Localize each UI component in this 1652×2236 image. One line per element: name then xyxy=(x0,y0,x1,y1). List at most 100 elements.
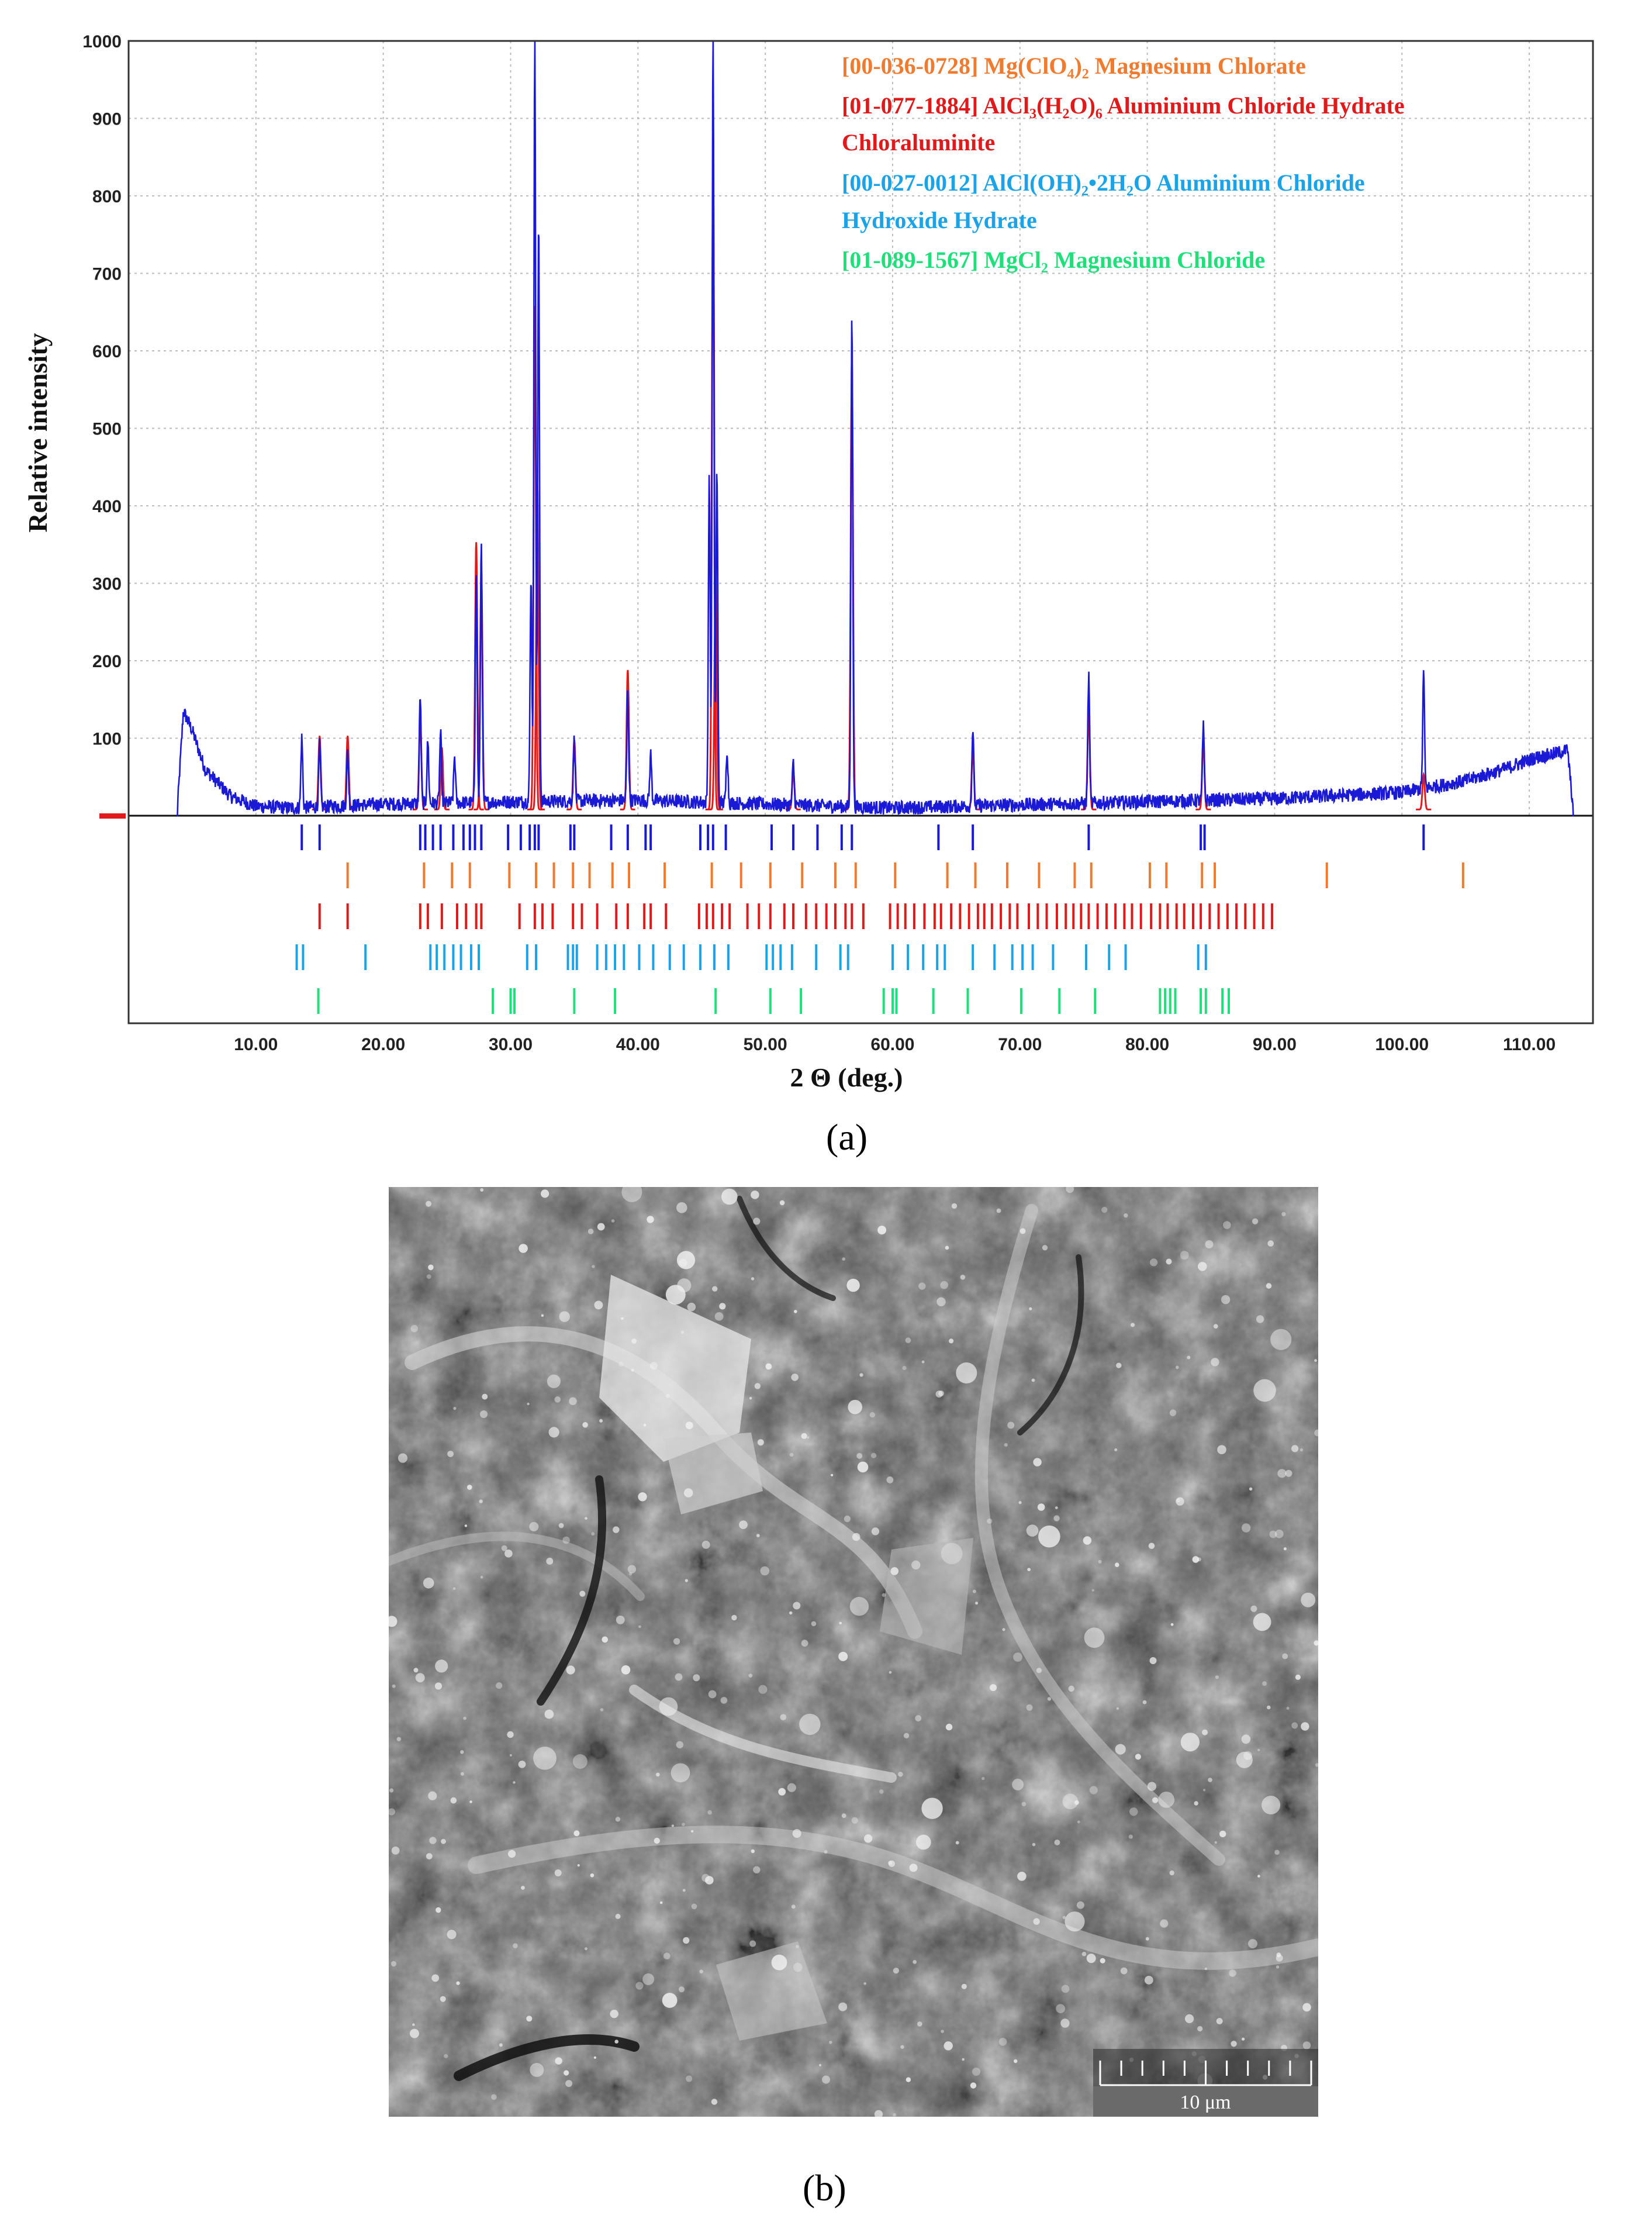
sem-particle xyxy=(789,1611,793,1615)
sem-particle xyxy=(739,1520,748,1530)
sem-particle xyxy=(507,1731,514,1738)
reference-peak xyxy=(1416,771,1432,810)
sem-particle xyxy=(801,1640,808,1647)
sem-particle xyxy=(1204,1968,1207,1971)
y-tick-label: 700 xyxy=(92,265,122,284)
scale-bar-graphic: 10 μm xyxy=(1093,2049,1318,2117)
scale-bar-ticks xyxy=(1099,2061,1312,2086)
sem-particle xyxy=(1145,1976,1153,1985)
sem-particle xyxy=(1047,1697,1052,1701)
sem-particle xyxy=(1148,1543,1155,1550)
sem-particle xyxy=(579,1590,586,1597)
sem-particle xyxy=(1223,1221,1231,1229)
sem-particle xyxy=(602,1636,608,1643)
sem-particle xyxy=(1269,1530,1277,1538)
sem-particle xyxy=(824,1850,828,1854)
sem-particle xyxy=(799,1713,821,1735)
sem-particle xyxy=(464,1524,468,1527)
sem-particle xyxy=(1037,1503,1045,1511)
sem-particle xyxy=(1198,1262,1207,1271)
sem-particle xyxy=(915,1834,931,1850)
legend-code: [01-077-1884] xyxy=(842,92,978,119)
sem-particle xyxy=(621,1317,624,1320)
sem-particle xyxy=(751,1849,755,1854)
sem-particle xyxy=(440,1996,446,2002)
sem-particle xyxy=(1038,1525,1060,1548)
sem-particle xyxy=(906,2077,911,2082)
sem-particle xyxy=(1114,1448,1118,1451)
sem-particle xyxy=(687,1302,696,1312)
sem-particle xyxy=(972,2068,980,2076)
legend-name: Magnesium Chlorate xyxy=(1095,53,1306,79)
sem-particle xyxy=(1169,1409,1177,1416)
sem-particle xyxy=(839,1621,842,1625)
sem-particle xyxy=(611,1219,615,1223)
sem-particle xyxy=(566,1665,575,1675)
sem-particle xyxy=(701,1540,710,1549)
reference-peak xyxy=(620,670,635,810)
sem-particle xyxy=(792,1829,801,1838)
sem-particle xyxy=(1074,1800,1079,1805)
sem-particle xyxy=(491,2094,497,2100)
sem-particle xyxy=(643,1424,647,1427)
sem-particle xyxy=(460,1750,464,1754)
sem-particle xyxy=(1262,1681,1267,1686)
sem-particle xyxy=(582,1422,588,1428)
sem-particle xyxy=(915,1715,922,1721)
sem-particle xyxy=(690,1830,694,1833)
sem-particle xyxy=(628,1572,633,1576)
scale-bar-label: 10 μm xyxy=(1180,2092,1231,2113)
sem-particle xyxy=(796,1945,799,1948)
sem-particle xyxy=(638,1492,647,1502)
sem-particle xyxy=(1242,1523,1251,1533)
sem-particle xyxy=(893,2113,896,2117)
sem-particle xyxy=(565,2080,573,2087)
sem-particle xyxy=(426,1853,433,1859)
stick-row-mgcl2 xyxy=(317,988,1231,1014)
sem-particle xyxy=(779,1200,785,1206)
measured-series xyxy=(177,40,1574,817)
sem-particle xyxy=(941,2030,944,2033)
sem-particle xyxy=(1084,1627,1105,1648)
sem-particle xyxy=(1276,1954,1283,1962)
y-tick-label: 400 xyxy=(92,497,122,516)
sem-particle xyxy=(1128,1834,1133,1839)
sem-particle xyxy=(1242,2037,1245,2041)
y-tick-label: 500 xyxy=(92,420,122,439)
sem-particle xyxy=(1175,1365,1179,1369)
sem-particle xyxy=(938,1390,944,1396)
sem-particle xyxy=(1185,2014,1194,2023)
sem-particle xyxy=(902,1365,907,1371)
sem-particle xyxy=(541,1189,549,1198)
sem-particle xyxy=(1283,1547,1287,1551)
sem-particle xyxy=(1026,1704,1033,1711)
sem-particle xyxy=(757,1439,764,1446)
sem-particle xyxy=(846,1278,860,1292)
sem-particle xyxy=(970,2082,977,2089)
sem-particle xyxy=(1033,1458,1042,1466)
sem-particle xyxy=(562,1536,570,1544)
sem-particle xyxy=(1277,1469,1287,1478)
sem-particle xyxy=(479,1499,483,1503)
legend-formula: MgCl₂ xyxy=(984,247,1048,273)
sem-particle xyxy=(610,2010,618,2018)
sem-particle xyxy=(890,1567,899,1575)
sem-particle xyxy=(1282,1653,1288,1659)
sem-particle xyxy=(753,1217,761,1225)
sem-particle xyxy=(1086,1954,1096,1964)
y-tick-label: 300 xyxy=(92,575,122,594)
legend-formula: AlCl₃(H₂O)₆ xyxy=(983,92,1103,119)
sem-particle xyxy=(956,1362,977,1383)
sem-particle xyxy=(466,1485,472,1490)
sem-particle xyxy=(554,1869,562,1876)
sem-particle xyxy=(509,1754,512,1757)
sem-particle xyxy=(1077,1820,1080,1824)
sem-particle xyxy=(559,1311,570,1322)
sem-particle xyxy=(676,1251,696,1269)
sem-particle xyxy=(791,1374,799,1381)
sem-particle xyxy=(1276,1965,1280,1969)
sem-particle xyxy=(519,1244,528,1253)
sem-particle xyxy=(423,1578,434,1589)
panel-label-b: (b) xyxy=(803,2167,846,2209)
legend-formula: AlCl(OH)₂•2H₂O xyxy=(983,170,1152,196)
